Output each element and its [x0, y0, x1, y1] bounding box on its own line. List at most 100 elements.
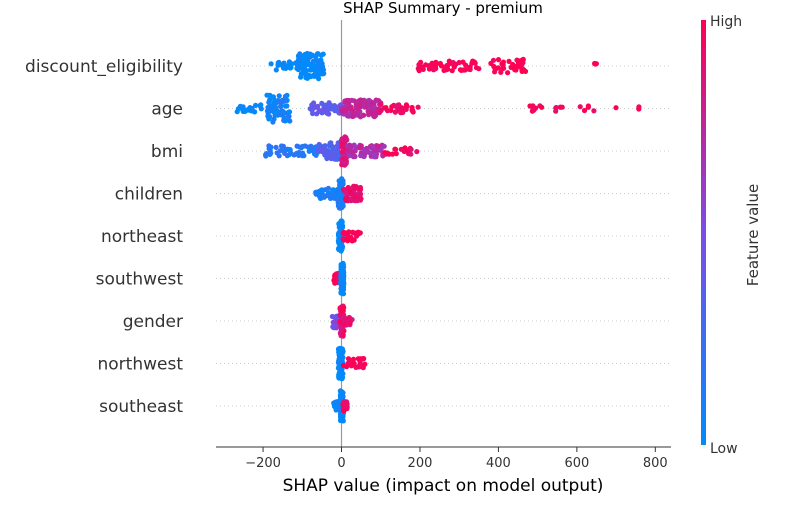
shap-point: [331, 277, 337, 283]
shap-point: [280, 143, 286, 149]
shap-point: [343, 196, 349, 202]
feature-label: southeast: [99, 397, 183, 417]
shap-point: [350, 154, 356, 160]
shap-point: [438, 63, 445, 69]
shap-point: [337, 358, 343, 364]
shap-point: [331, 194, 337, 200]
shap-point: [338, 267, 344, 273]
shap-point: [264, 92, 270, 98]
x-axis-ticks: −200 0 200 400 600 800: [245, 447, 668, 471]
shap-point: [258, 106, 264, 112]
shap-point: [273, 67, 279, 73]
shap-point: [351, 360, 357, 367]
shap-point: [340, 277, 346, 283]
shap-point: [460, 59, 466, 65]
shap-point: [446, 58, 452, 64]
shap-point: [393, 146, 399, 152]
shap-point: [303, 60, 309, 66]
shap-point: [258, 102, 264, 108]
shap-point: [409, 104, 415, 111]
shap-point: [288, 64, 294, 71]
shap-point: [476, 66, 482, 72]
chart-title: SHAP Summary - premium: [343, 0, 543, 17]
shap-point: [539, 104, 545, 110]
shap-point: [361, 147, 367, 153]
shap-point: [317, 188, 323, 194]
shap-point: [324, 110, 330, 116]
shap-point: [282, 93, 289, 99]
shap-point: [636, 106, 642, 112]
shap-point: [313, 71, 319, 77]
shap-point: [358, 143, 364, 150]
shap-point: [334, 156, 340, 162]
colorbar-low-label: Low: [710, 441, 738, 457]
shap-point: [253, 102, 259, 108]
shap-point: [322, 102, 328, 108]
shap-point: [358, 97, 364, 103]
shap-point: [282, 98, 288, 104]
shap-point: [613, 105, 619, 111]
shap-point: [266, 99, 272, 105]
shap-point: [339, 308, 345, 314]
shap-point: [591, 108, 597, 114]
colorbar-title: Feature value: [744, 184, 762, 286]
shap-point: [456, 59, 462, 66]
shap-point: [297, 56, 303, 62]
shap-point: [353, 364, 359, 370]
shap-point: [273, 144, 279, 150]
shap-point: [344, 404, 350, 410]
shap-point: [306, 148, 312, 154]
shap-point: [371, 104, 377, 110]
shap-point: [340, 178, 346, 184]
shap-point: [348, 143, 354, 149]
shap-point: [277, 109, 283, 116]
shap-point: [341, 322, 347, 328]
shap-point: [581, 107, 588, 114]
shap-point: [520, 68, 526, 74]
x-tick-label: 200: [408, 456, 433, 471]
shap-point: [316, 143, 322, 149]
shap-point: [350, 229, 356, 235]
shap-point: [356, 230, 362, 236]
shap-point: [512, 67, 518, 73]
shap-point: [332, 399, 338, 405]
shap-point: [348, 197, 354, 203]
x-axis-title: SHAP value (impact on model output): [283, 476, 604, 496]
shap-point: [335, 238, 341, 244]
shap-point: [362, 361, 368, 367]
shap-point: [321, 143, 327, 149]
shap-point: [339, 108, 345, 114]
shap-point: [557, 104, 564, 110]
shap-point: [234, 109, 240, 115]
shap-point: [346, 360, 352, 366]
shap-point: [308, 74, 314, 80]
shap-point: [467, 64, 473, 70]
feature-label: age: [151, 100, 183, 120]
shap-point: [318, 52, 324, 58]
shap-point: [300, 143, 306, 149]
shap-point: [274, 150, 280, 156]
shap-dots: [234, 50, 642, 424]
shap-point: [276, 93, 282, 99]
shap-point: [339, 219, 345, 225]
shap-point: [273, 104, 279, 110]
shap-point: [530, 107, 536, 113]
shap-point: [357, 186, 364, 192]
shap-point: [330, 323, 336, 329]
feature-label: northwest: [98, 355, 184, 375]
shap-point: [294, 143, 300, 149]
shap-point: [358, 196, 364, 202]
shap-point: [349, 97, 355, 103]
shap-point: [366, 97, 372, 103]
shap-point: [342, 136, 348, 142]
shap-point: [423, 62, 429, 68]
shap-point: [339, 198, 345, 205]
shap-point: [283, 117, 289, 123]
shap-point: [352, 198, 358, 204]
shap-point: [381, 143, 387, 149]
shap-point: [345, 238, 351, 244]
colorbar: [701, 20, 706, 445]
shap-point: [345, 185, 351, 191]
shap-point: [336, 246, 342, 253]
